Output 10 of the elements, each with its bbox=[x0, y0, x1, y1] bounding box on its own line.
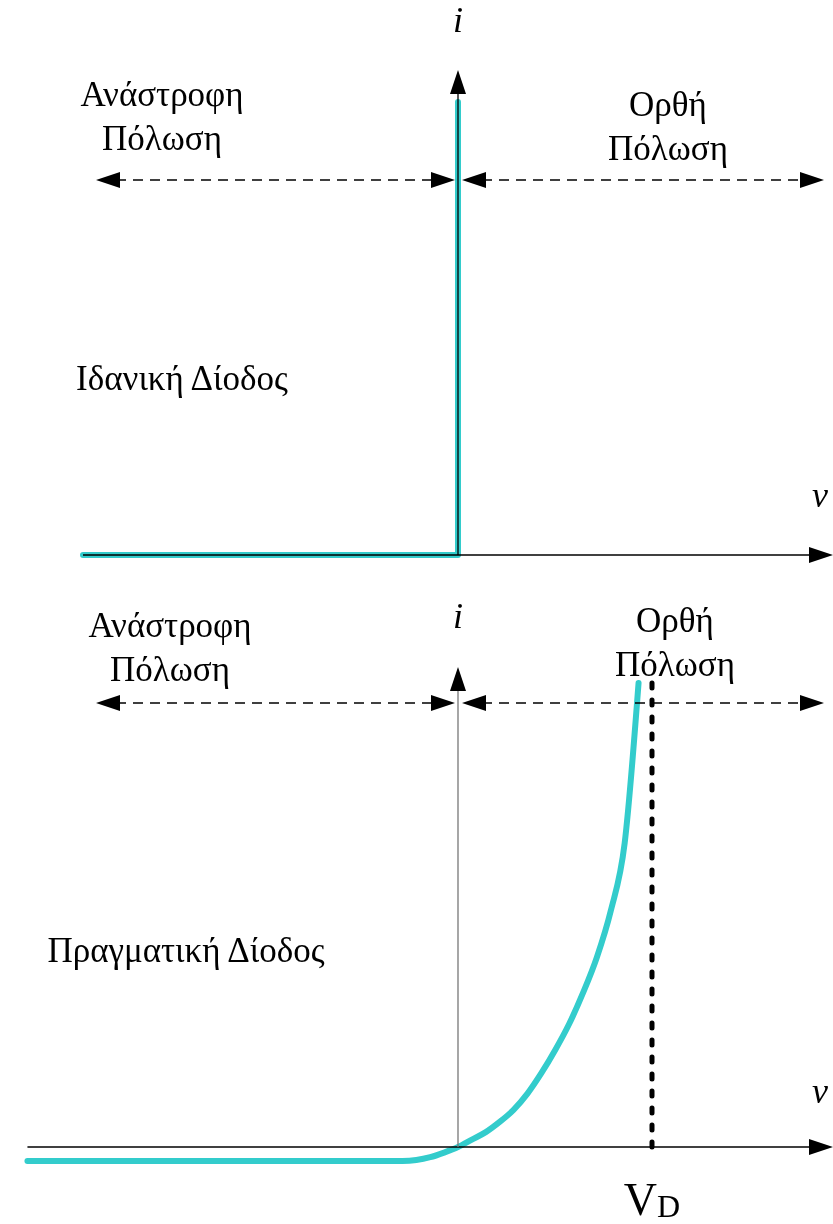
annotation: Ανάστροφη Πόλωση bbox=[88, 606, 252, 689]
annotation: Ορθή Πόλωση bbox=[615, 601, 735, 684]
annotation: Πραγματική Δίοδος bbox=[47, 931, 325, 970]
x-axis-title: v bbox=[812, 475, 829, 515]
x-axis-title: v bbox=[812, 1071, 829, 1111]
y-axis-title: i bbox=[452, 596, 464, 636]
annotation: Ιδανική Δίοδος bbox=[76, 359, 289, 398]
annotation: Ανάστροφη Πόλωση bbox=[80, 75, 244, 158]
y-axis-title: i bbox=[452, 0, 464, 40]
annotation: Ορθή Πόλωση bbox=[608, 85, 728, 168]
